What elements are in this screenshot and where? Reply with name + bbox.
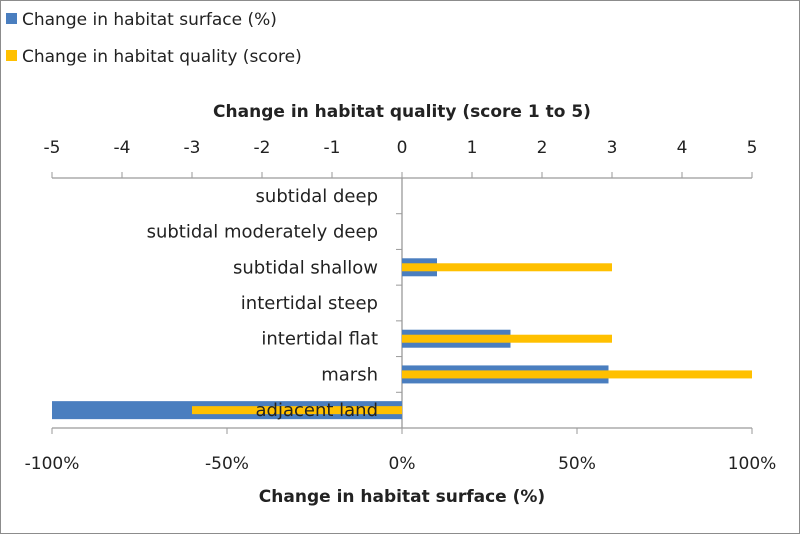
bottom-axis-title: Change in habitat surface (%) — [259, 487, 545, 507]
category-label: subtidal moderately deep — [147, 222, 378, 243]
category-label: subtidal deep — [256, 186, 378, 207]
top-tick-label: 0 — [397, 138, 408, 158]
category-label: intertidal steep — [241, 293, 378, 314]
top-tick-label: 2 — [537, 138, 548, 158]
bottom-tick-label: -50% — [205, 454, 249, 474]
legend-swatch-0 — [6, 13, 17, 24]
top-tick-label: -3 — [184, 138, 201, 158]
top-tick-label: 1 — [467, 138, 478, 158]
bar-quality-6 — [192, 406, 402, 415]
category-label: intertidal flat — [261, 329, 378, 350]
top-axis-title: Change in habitat quality (score 1 to 5) — [213, 102, 591, 122]
legend-label-0: Change in habitat surface (%) — [22, 10, 277, 30]
bottom-tick-label: -100% — [25, 454, 80, 474]
bottom-tick-label: 0% — [389, 454, 416, 474]
category-label: marsh — [321, 364, 378, 385]
top-tick-label: 3 — [607, 138, 618, 158]
bar-quality-5 — [402, 370, 752, 379]
bottom-tick-label: 50% — [558, 454, 596, 474]
legend-label-1: Change in habitat quality (score) — [22, 47, 302, 67]
legend-swatch-1 — [6, 50, 17, 61]
bar-quality-4 — [402, 334, 612, 343]
bottom-tick-label: 100% — [728, 454, 777, 474]
top-tick-label: 4 — [677, 138, 688, 158]
top-tick-label: -2 — [254, 138, 271, 158]
category-label: subtidal shallow — [233, 257, 378, 278]
category-label: adjacent land — [255, 400, 378, 421]
top-tick-label: -1 — [324, 138, 341, 158]
top-tick-label: 5 — [747, 138, 758, 158]
bar-quality-2 — [402, 263, 612, 272]
top-tick-label: -5 — [44, 138, 61, 158]
top-tick-label: -4 — [114, 138, 131, 158]
